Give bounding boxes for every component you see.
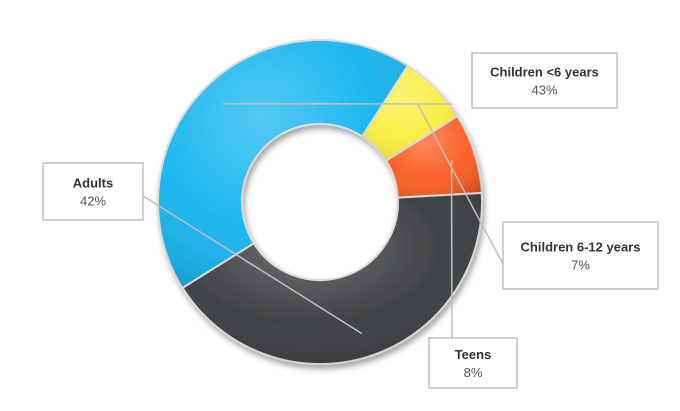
data-label-value-adults: 42% bbox=[80, 194, 106, 209]
leader-line-adults bbox=[142, 195, 363, 335]
slice-gloss-teens bbox=[386, 116, 482, 198]
slice-gloss-children-6-years bbox=[158, 40, 408, 288]
callout-box-adults bbox=[42, 162, 144, 221]
data-label-name-teens: Teens bbox=[455, 347, 492, 362]
data-label-value-children-6-12-years: 7% bbox=[571, 258, 590, 273]
leader-line-children-6-12-years bbox=[417, 104, 504, 265]
donut-slices bbox=[157, 39, 483, 365]
callout-box-children-6-12-years bbox=[502, 221, 659, 290]
data-label-name-adults: Adults bbox=[73, 176, 113, 191]
data-label-value-teens: 8% bbox=[464, 365, 483, 380]
data-labels: Children <6 years 43% Children 6-12 years 7… bbox=[42, 52, 659, 389]
data-label-value-children-6-years: 43% bbox=[531, 83, 557, 98]
slice-gloss-children-6-12-years bbox=[362, 65, 458, 161]
data-label-name-children-6-12-years: Children 6-12 years bbox=[521, 240, 641, 255]
slice-gloss-adults bbox=[182, 192, 482, 364]
callout-box-children-6-years bbox=[471, 52, 618, 109]
data-label-name-children-6-years: Children <6 years bbox=[490, 65, 599, 80]
callout-box-teens bbox=[428, 337, 518, 389]
